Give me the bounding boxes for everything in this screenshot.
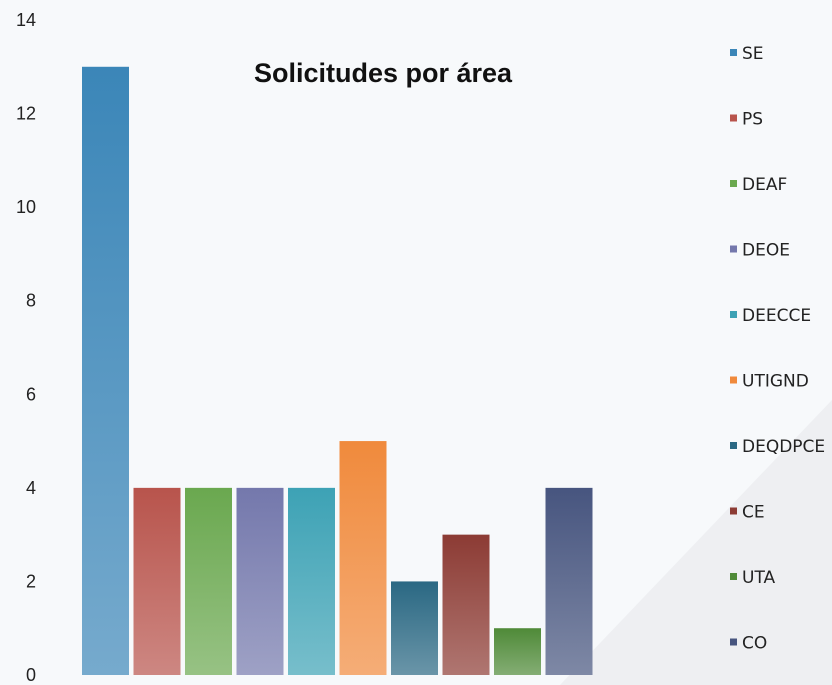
legend-label-deaf: DEAF — [742, 175, 787, 195]
legend-label-ce: CE — [742, 503, 765, 523]
chart-title: Solicitudes por área — [254, 58, 513, 88]
bars — [82, 66, 593, 676]
bar-deqdpce — [391, 581, 438, 675]
legend: SE PS DEAF DEOE DEECCE UTIGND DEQDPCE CE UTA CO — [730, 44, 825, 654]
legend-marker-deecce — [730, 311, 737, 318]
background-diagonal-stripe — [560, 400, 832, 685]
legend-label-ps: PS — [742, 110, 763, 130]
bar-deecce — [288, 487, 335, 675]
legend-label-uta: UTA — [742, 568, 776, 588]
bar-ce — [442, 534, 490, 675]
bar-utignd — [339, 441, 387, 675]
bar-deaf — [185, 487, 232, 675]
bar-se — [82, 66, 129, 676]
legend-label-co: CO — [742, 634, 767, 654]
y-tick-label: 12 — [16, 104, 36, 124]
bar-ps — [133, 487, 181, 675]
bar-co — [545, 487, 593, 675]
legend-marker-ce — [730, 507, 737, 515]
y-tick-label: 10 — [16, 197, 36, 217]
y-tick-label: 0 — [26, 665, 36, 685]
y-tick-label: 14 — [16, 10, 36, 30]
legend-marker-ps — [730, 114, 737, 122]
y-tick-label: 2 — [26, 571, 36, 591]
legend-marker-utignd — [730, 376, 737, 384]
legend-label-deecce: DEECCE — [742, 306, 811, 326]
y-tick-label: 4 — [26, 478, 36, 498]
y-tick-label: 6 — [26, 384, 36, 404]
legend-marker-deoe — [730, 245, 737, 253]
legend-marker-co — [730, 638, 737, 646]
legend-marker-se — [730, 49, 737, 56]
bar-uta — [494, 628, 541, 675]
bar-deoe — [236, 487, 284, 675]
legend-marker-uta — [730, 573, 737, 580]
legend-label-deoe: DEOE — [742, 241, 790, 261]
legend-label-utignd: UTIGND — [742, 372, 809, 392]
y-tick-label: 8 — [26, 291, 36, 311]
legend-marker-deaf — [730, 180, 737, 187]
y-axis-ticks: 0 2 4 6 8 10 12 14 — [16, 10, 36, 685]
legend-label-se: SE — [742, 44, 764, 64]
legend-marker-deqdpce — [730, 442, 737, 449]
legend-label-deqdpce: DEQDPCE — [742, 437, 825, 457]
